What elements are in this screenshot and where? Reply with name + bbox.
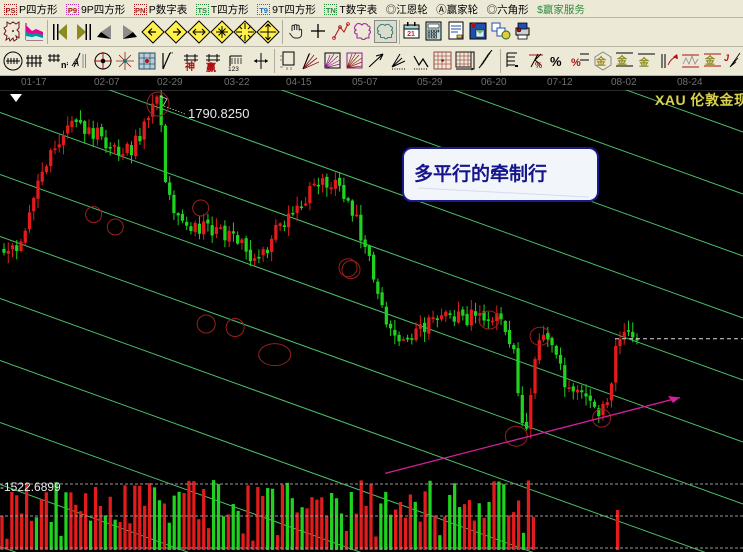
svg-text:金: 金 (638, 56, 650, 69)
svg-text:A: A (71, 57, 79, 69)
svg-text:%: % (571, 57, 581, 69)
svg-text:": " (170, 51, 173, 60)
svg-text:n²: n² (61, 60, 68, 70)
svg-text:金: 金 (704, 54, 716, 67)
svg-text:J: J (724, 53, 730, 63)
svg-text:%: % (535, 61, 542, 70)
svg-text:赢: 赢 (206, 61, 216, 72)
svg-text:%: % (550, 54, 562, 69)
svg-text:金: 金 (595, 55, 607, 68)
svg-text:金: 金 (616, 54, 628, 67)
svg-text:21: 21 (407, 31, 415, 38)
svg-text:神: 神 (185, 60, 195, 72)
svg-text:123: 123 (228, 66, 239, 72)
